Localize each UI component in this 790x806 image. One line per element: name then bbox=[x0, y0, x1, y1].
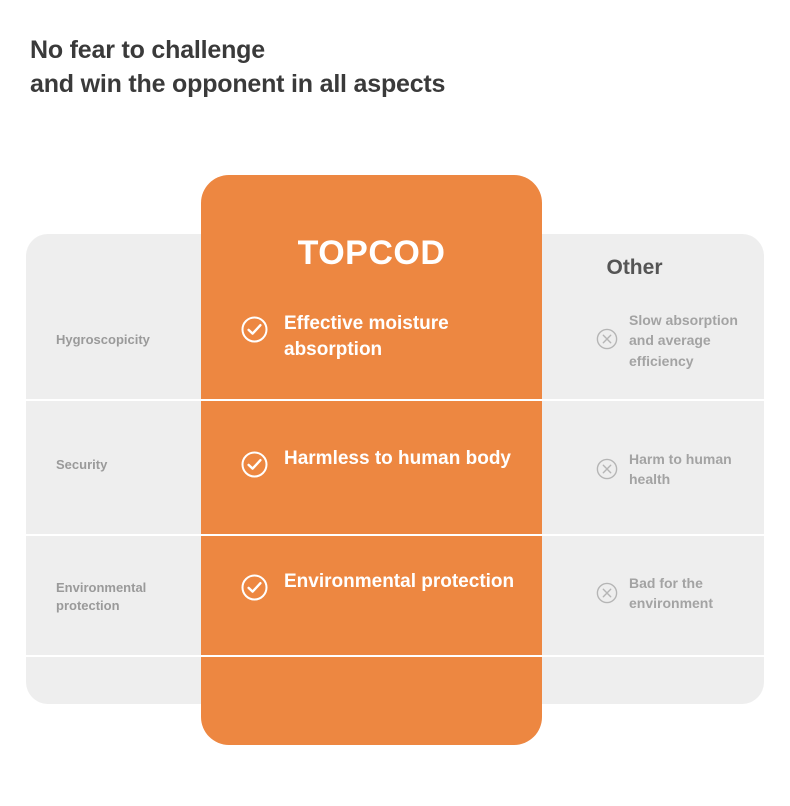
other-value-column: Other Slow absorption and average effici… bbox=[542, 234, 764, 704]
table-row: Environmental protection bbox=[241, 569, 521, 601]
other-value-hygroscopicity: Slow absorption and average efficiency bbox=[629, 312, 738, 369]
topcod-highlight-column[interactable]: TOPCOD bbox=[201, 175, 542, 745]
row-divider bbox=[26, 534, 764, 536]
table-row: Bad for the environment bbox=[596, 573, 766, 614]
topcod-value-hygroscopicity: Effective moisture absorption bbox=[284, 313, 449, 360]
topcod-value-environmental-protection: Environmental protection bbox=[284, 571, 515, 592]
table-row: Slow absorption and average efficiency bbox=[596, 310, 766, 371]
page-title: No fear to challenge and win the opponen… bbox=[30, 33, 445, 101]
other-value-environmental-protection: Bad for the environment bbox=[629, 575, 714, 612]
row-divider bbox=[26, 655, 764, 657]
check-circle-icon bbox=[241, 316, 268, 343]
topcod-value-security: Harmless to human body bbox=[284, 448, 511, 469]
table-row: Harm to human health bbox=[596, 449, 766, 490]
check-circle-icon bbox=[241, 451, 268, 478]
other-column-title: Other bbox=[606, 256, 663, 279]
table-row: Effective moisture absorption bbox=[241, 311, 521, 362]
other-value-security: Harm to human health bbox=[629, 451, 732, 488]
criteria-label-security: Security bbox=[56, 457, 108, 472]
check-circle-icon bbox=[241, 574, 268, 601]
topcod-column-title: TOPCOD bbox=[297, 234, 446, 272]
x-circle-icon bbox=[596, 458, 618, 480]
table-row: Harmless to human body bbox=[241, 446, 521, 478]
row-divider bbox=[26, 399, 764, 401]
headline-line-1: No fear to challenge bbox=[30, 36, 265, 64]
x-circle-icon bbox=[596, 582, 618, 604]
criteria-label-column: Hygroscopicity Security Environmental pr… bbox=[26, 234, 201, 704]
x-circle-icon bbox=[596, 328, 618, 350]
criteria-label-hygroscopicity: Hygroscopicity bbox=[56, 332, 150, 347]
topcod-value-column: Effective moisture absorption Harmless t… bbox=[201, 234, 542, 704]
comparison-table: TOPCOD Hygroscopicity Security Environme… bbox=[26, 175, 764, 745]
criteria-label-environmental-protection: Environmental protection bbox=[56, 580, 147, 613]
headline-line-2: and win the opponent in all aspects bbox=[30, 70, 446, 98]
